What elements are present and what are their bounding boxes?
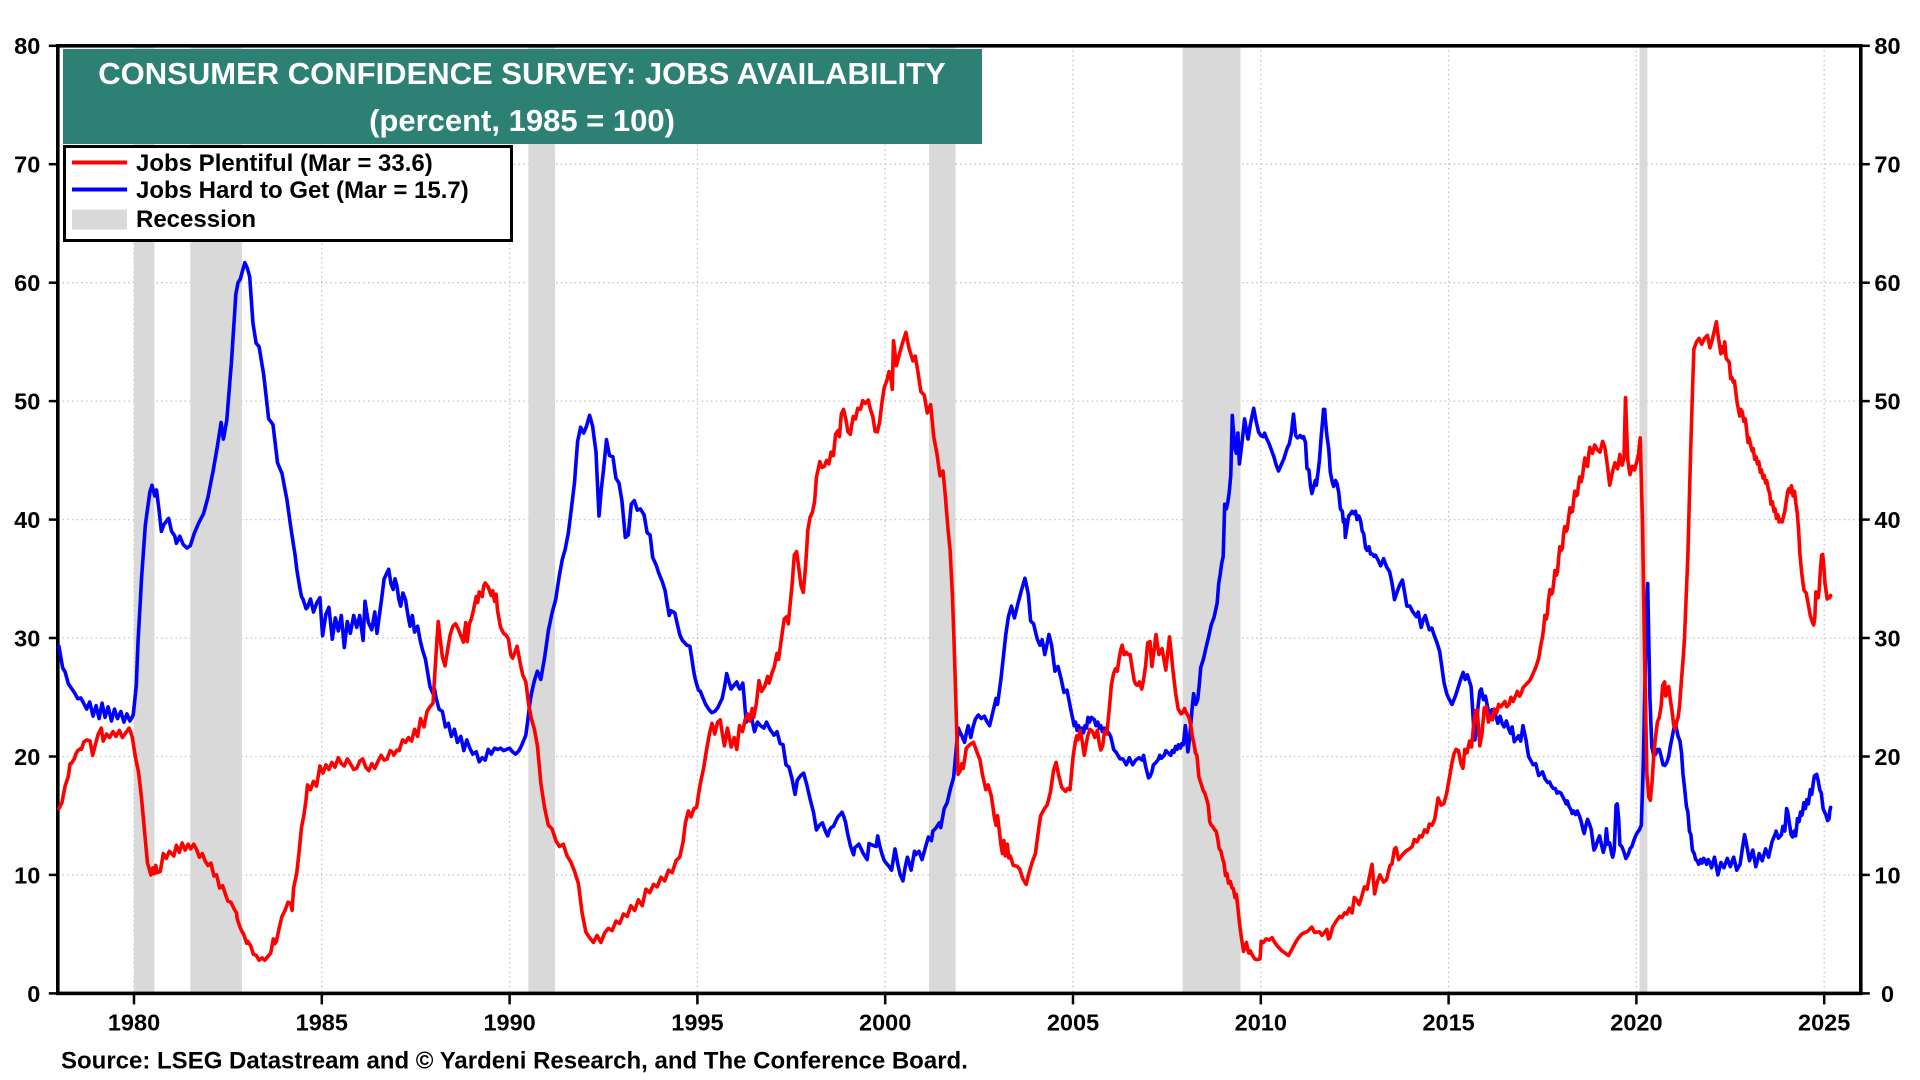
svg-text:1990: 1990: [483, 1009, 535, 1035]
svg-text:2020: 2020: [1610, 1009, 1662, 1035]
svg-text:50: 50: [14, 389, 40, 415]
svg-text:2000: 2000: [859, 1009, 911, 1035]
svg-text:1985: 1985: [296, 1009, 348, 1035]
svg-text:70: 70: [14, 152, 40, 178]
svg-text:2015: 2015: [1422, 1009, 1474, 1035]
svg-text:(percent, 1985 = 100): (percent, 1985 = 100): [369, 103, 675, 138]
svg-text:2025: 2025: [1798, 1009, 1850, 1035]
svg-text:20: 20: [14, 744, 40, 770]
svg-text:Source: LSEG Datastream and ©: Source: LSEG Datastream and © Yardeni Re…: [61, 1048, 968, 1075]
svg-text:0: 0: [27, 981, 40, 1007]
svg-text:Jobs Hard to Get (Mar = 15.7): Jobs Hard to Get (Mar = 15.7): [136, 177, 469, 204]
svg-text:80: 80: [14, 33, 40, 59]
svg-text:2010: 2010: [1235, 1009, 1287, 1035]
svg-text:40: 40: [1874, 507, 1900, 533]
svg-text:60: 60: [14, 270, 40, 296]
svg-text:1995: 1995: [671, 1009, 723, 1035]
svg-text:60: 60: [1874, 270, 1900, 296]
svg-text:1980: 1980: [108, 1009, 160, 1035]
svg-text:40: 40: [14, 507, 40, 533]
svg-text:Jobs Plentiful (Mar = 33.6): Jobs Plentiful (Mar = 33.6): [136, 150, 433, 177]
svg-text:20: 20: [1874, 744, 1900, 770]
svg-text:Recession: Recession: [136, 206, 256, 233]
svg-text:30: 30: [1874, 625, 1900, 651]
svg-text:0: 0: [1881, 981, 1894, 1007]
svg-text:2005: 2005: [1047, 1009, 1099, 1035]
svg-text:10: 10: [14, 862, 40, 888]
svg-text:50: 50: [1874, 389, 1900, 415]
svg-text:10: 10: [1874, 862, 1900, 888]
svg-text:70: 70: [1874, 152, 1900, 178]
svg-text:30: 30: [14, 625, 40, 651]
svg-text:CONSUMER CONFIDENCE SURVEY: JO: CONSUMER CONFIDENCE SURVEY: JOBS AVAILAB…: [98, 56, 946, 91]
svg-text:80: 80: [1874, 33, 1900, 59]
